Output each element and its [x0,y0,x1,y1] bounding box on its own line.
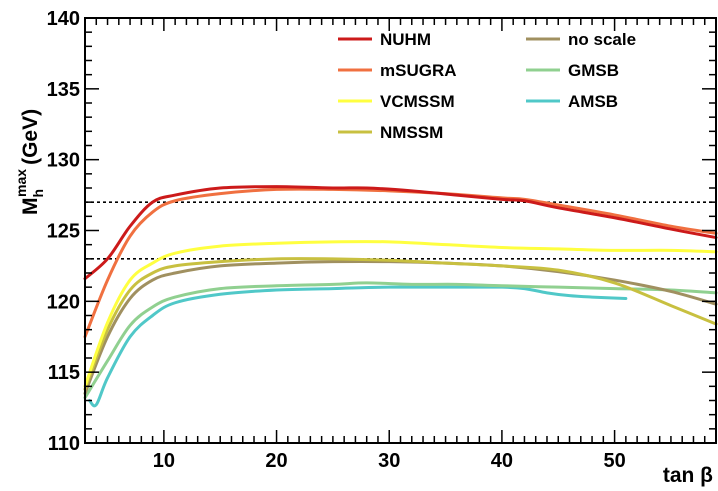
x-tick-label: 50 [603,450,625,472]
tick-labels: 10 20 30 40 50 110 115 120 125 130 135 140 [47,8,626,472]
x-axis-label: tan β [663,464,713,487]
y-axis-label-base: M [19,198,42,216]
legend-label: NUHM [380,30,431,49]
legend-label: NMSSM [380,123,443,142]
series-line-msugra [83,187,718,339]
legend: NUHM mSUGRA VCMSSM NMSSM no scale GMSB AMSB [338,30,636,142]
y-tick-label: 125 [47,221,80,243]
plot-frame [84,17,717,444]
legend-label: VCMSSM [380,92,455,111]
legend-label: GMSB [568,61,619,80]
y-tick-label: 115 [48,362,80,384]
legend-label: no scale [568,30,636,49]
legend-label: mSUGRA [380,61,457,80]
y-axis-label-sub: h [30,189,46,198]
y-axis-label: Mhmax (GeV) [13,109,46,215]
series-line-nmssm [83,257,718,391]
y-axis-label-unit: (GeV) [19,109,42,165]
x-tick-label: 20 [265,450,287,472]
series-line-gmsb [83,281,718,400]
y-tick-label: 110 [48,433,80,455]
series-line-amsb [88,285,628,408]
y-tick-label: 120 [47,291,80,313]
x-tick-label: 10 [153,450,175,472]
axis-ticks [84,17,717,444]
x-tick-label: 40 [491,450,513,472]
series-lines [83,185,718,408]
series-line-vcmssm [83,240,718,388]
y-tick-label: 130 [47,150,80,172]
y-axis-label-sup: max [13,169,29,197]
series-line-no-scale [83,259,718,395]
series-line-nuhm [83,185,718,281]
y-tick-label: 135 [47,79,80,101]
legend-label: AMSB [568,92,618,111]
x-tick-label: 30 [378,450,400,472]
y-tick-label: 140 [47,8,80,30]
